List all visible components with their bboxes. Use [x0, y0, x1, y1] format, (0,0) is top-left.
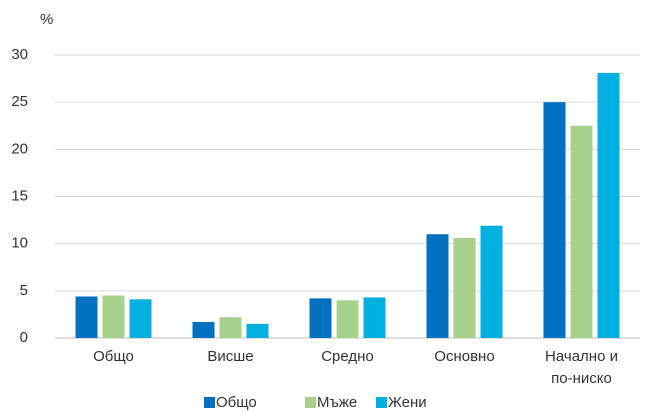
- bar: [570, 125, 593, 338]
- y-tick-label: 10: [11, 235, 28, 252]
- x-tick-label: Висше: [207, 348, 254, 365]
- bar: [426, 234, 449, 338]
- y-tick-label: 15: [11, 187, 28, 204]
- bar: [597, 72, 620, 338]
- bar: [192, 321, 215, 338]
- bar: [129, 299, 152, 338]
- x-tick-label: Основно: [434, 348, 495, 365]
- y-tick-label: 25: [11, 93, 28, 110]
- y-tick-label: 20: [11, 140, 28, 157]
- y-tick-label: 30: [11, 46, 28, 63]
- legend-label: Мъже: [317, 394, 357, 411]
- bar: [543, 102, 566, 339]
- legend-label: Общо: [216, 394, 257, 411]
- bar: [363, 297, 386, 338]
- legend-swatch: [204, 397, 215, 408]
- bar: [219, 317, 242, 338]
- legend-swatch: [305, 397, 316, 408]
- bar: [336, 300, 359, 338]
- legend-label: Жени: [388, 394, 427, 411]
- bar: [480, 225, 503, 338]
- y-tick-label: 0: [20, 329, 28, 346]
- bar: [309, 298, 332, 338]
- bar: [453, 238, 476, 338]
- bar: [246, 323, 269, 338]
- y-tick-label: 5: [20, 282, 28, 299]
- y-axis-label: %: [40, 11, 53, 28]
- legend-swatch: [376, 397, 387, 408]
- x-tick-label: Начално и по-ниско: [545, 348, 618, 387]
- x-tick-label: Общо: [93, 348, 134, 365]
- bar: [75, 296, 98, 338]
- bar: [102, 295, 125, 338]
- x-tick-label: Средно: [321, 348, 374, 365]
